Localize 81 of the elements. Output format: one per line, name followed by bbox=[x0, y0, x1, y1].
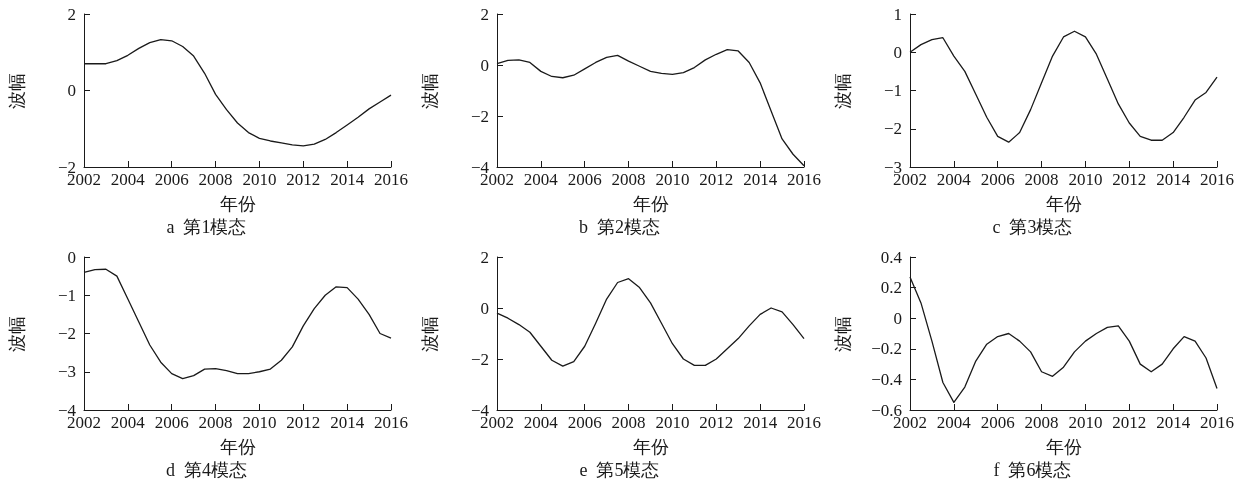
x-axis-title: 年份 bbox=[632, 437, 669, 457]
x-tick-label: 2010 bbox=[655, 413, 690, 432]
y-tick-label: −3 bbox=[57, 362, 76, 382]
text: e 第5模态 bbox=[579, 460, 660, 480]
x-tick-label: 2010 bbox=[242, 413, 277, 432]
y-tick-label: 2 bbox=[480, 4, 489, 24]
y-tick-label: 0 bbox=[893, 42, 902, 62]
x-tick-label: 2006 bbox=[980, 413, 1015, 432]
x-tick-label: 2004 bbox=[110, 170, 146, 189]
x-tick-label: 2006 bbox=[154, 413, 189, 432]
x-tick-label: 2008 bbox=[198, 413, 233, 432]
x-tick-label: 2008 bbox=[1024, 170, 1059, 189]
x-tick-label: 2012 bbox=[699, 413, 734, 432]
x-tick-label: 2004 bbox=[523, 170, 559, 189]
x-tick-label: 2012 bbox=[699, 170, 734, 189]
text: d 第4模态 bbox=[166, 460, 247, 480]
x-tick-label: 2016 bbox=[374, 413, 408, 432]
x-tick-label: 2014 bbox=[1156, 170, 1191, 189]
y-tick-label: −0.2 bbox=[871, 339, 902, 359]
x-tick-label: 2010 bbox=[1068, 413, 1103, 432]
x-tick-label: 2006 bbox=[567, 413, 602, 432]
y-tick-label: 0.4 bbox=[880, 247, 903, 267]
x-tick-label: 2016 bbox=[374, 170, 408, 189]
x-axis-title: 年份 bbox=[632, 194, 669, 214]
y-tick-label: 0 bbox=[893, 308, 902, 328]
x-tick-label: 2006 bbox=[567, 170, 602, 189]
x-tick-label: 2004 bbox=[523, 413, 559, 432]
y-tick-label: −2 bbox=[57, 324, 76, 343]
x-tick-label: 2008 bbox=[611, 413, 646, 432]
y-axis-title: 波幅 bbox=[420, 315, 440, 352]
x-tick-label: 2016 bbox=[787, 170, 821, 189]
x-axis-title: 年份 bbox=[1045, 437, 1082, 457]
x-tick-label: 2014 bbox=[330, 170, 365, 189]
text: f 第6模态 bbox=[993, 460, 1072, 480]
x-tick-label: 2010 bbox=[242, 170, 277, 189]
text: a 第1模态 bbox=[166, 217, 247, 237]
x-tick-label: 2004 bbox=[110, 413, 146, 432]
x-tick-label: 2006 bbox=[154, 170, 189, 189]
y-tick-label: 0.2 bbox=[880, 278, 902, 298]
x-tick-label: 2008 bbox=[1024, 413, 1059, 432]
y-tick-label: 0 bbox=[480, 55, 489, 75]
text: c 第3模态 bbox=[992, 217, 1073, 237]
y-tick-label: 1 bbox=[893, 4, 902, 24]
y-tick-label: 0 bbox=[67, 81, 76, 100]
x-tick-label: 2008 bbox=[611, 170, 646, 189]
x-tick-label: 2016 bbox=[1200, 413, 1234, 432]
y-tick-label: −2 bbox=[883, 119, 902, 139]
x-tick-label: 2014 bbox=[1156, 413, 1191, 432]
x-tick-label: 2010 bbox=[655, 170, 690, 189]
y-tick-label: −0.4 bbox=[871, 369, 903, 389]
text: b 第2模态 bbox=[579, 217, 660, 237]
x-axis-title: 年份 bbox=[1045, 194, 1082, 214]
y-tick-label: 2 bbox=[67, 4, 76, 24]
x-tick-label: 2012 bbox=[286, 413, 321, 432]
x-tick-label: 2010 bbox=[1068, 170, 1103, 189]
x-tick-label: 2014 bbox=[743, 170, 778, 189]
x-axis-title: 年份 bbox=[219, 437, 256, 457]
y-tick-label: 0 bbox=[67, 247, 76, 267]
y-tick-label: 2 bbox=[480, 247, 489, 267]
x-tick-label: 2004 bbox=[936, 170, 972, 189]
x-tick-label: 2016 bbox=[787, 413, 821, 432]
x-tick-label: 2008 bbox=[198, 170, 233, 189]
x-tick-label: 2014 bbox=[330, 413, 365, 432]
y-tick-label: −2 bbox=[470, 349, 489, 369]
y-axis-title: 波幅 bbox=[420, 72, 440, 109]
x-tick-label: 2012 bbox=[1112, 413, 1147, 432]
y-tick-label: −2 bbox=[470, 106, 489, 126]
x-tick-label: 2014 bbox=[743, 413, 778, 432]
y-axis-title: 波幅 bbox=[833, 315, 853, 352]
y-tick-label: 0 bbox=[480, 298, 489, 318]
y-axis-title: 波幅 bbox=[7, 72, 27, 109]
y-tick-label: −1 bbox=[57, 285, 76, 305]
y-axis-title: 波幅 bbox=[833, 72, 853, 109]
x-tick-label: 2006 bbox=[980, 170, 1015, 189]
x-axis-title: 年份 bbox=[219, 194, 256, 214]
y-tick-label: −1 bbox=[883, 81, 902, 100]
y-axis-title: 波幅 bbox=[7, 315, 27, 352]
x-tick-label: 2012 bbox=[1112, 170, 1147, 189]
x-tick-label: 2012 bbox=[286, 170, 321, 189]
x-tick-label: 2016 bbox=[1200, 170, 1234, 189]
x-tick-label: 2004 bbox=[936, 413, 972, 432]
